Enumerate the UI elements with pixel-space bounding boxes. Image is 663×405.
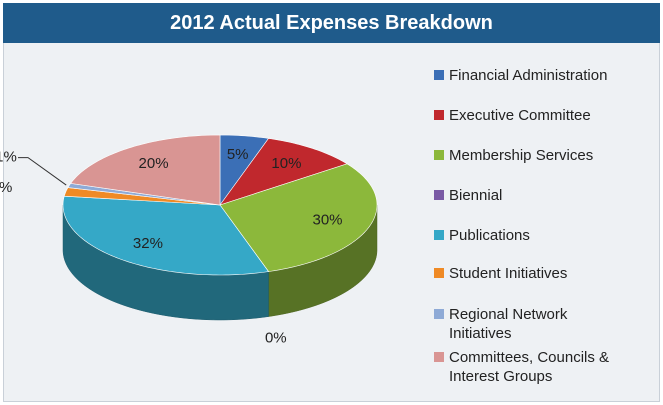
legend-swatch [434,309,444,319]
data-label: 1% [0,149,17,166]
legend-swatch [434,352,444,362]
slice [219,138,348,206]
data-label: 20% [139,155,169,172]
legend-label: Biennial [449,187,503,204]
data-label: 0% [265,330,287,347]
legend-label: Committees, Councils & Interest Groups [449,349,610,385]
slice [219,163,378,272]
legend-swatch [434,268,444,278]
legend-swatch [434,230,444,240]
data-label: 32% [133,235,163,252]
legend-label: Regional Network Initiatives [449,306,568,342]
legend-swatch [434,190,444,200]
legend-label: Executive Committee [449,107,591,124]
legend-label: Publications [449,227,530,244]
leader-line [18,157,67,186]
data-label: 10% [271,155,301,172]
legend-label: Student Initiatives [449,265,568,282]
slice [62,195,270,276]
slice [219,134,270,206]
legend-swatch [434,150,444,160]
legend-label: Membership Services [449,147,594,164]
data-label: 2% [0,179,12,196]
legend-swatch [434,110,444,120]
legend-swatch [434,70,444,80]
data-label: 5% [227,146,249,163]
data-label: 30% [312,212,342,229]
slice [70,134,221,206]
legend-label: Financial Administration [449,67,608,84]
chart-title: 2012 Actual Expenses Breakdown [3,3,660,43]
